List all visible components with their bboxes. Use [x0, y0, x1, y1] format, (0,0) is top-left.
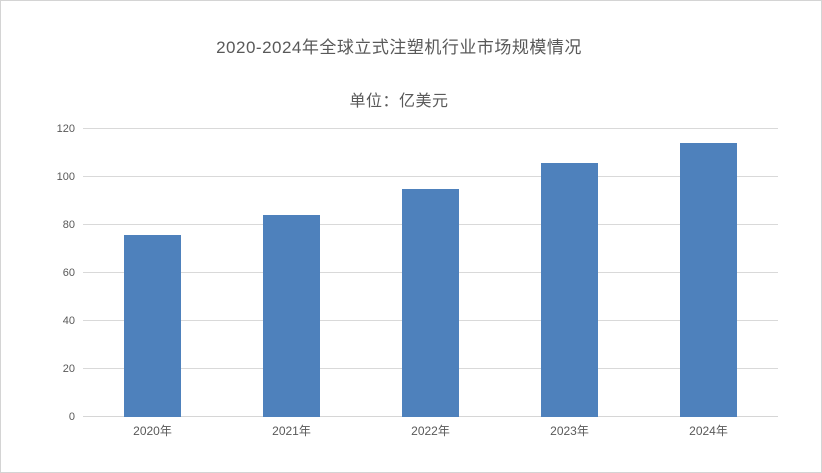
y-axis: 0 20 40 60 80 100 120 [1, 123, 75, 423]
y-tick-label: 100 [56, 171, 75, 183]
chart-unit-label: 单位：亿美元 [349, 93, 449, 110]
bar-2024年 [680, 143, 737, 417]
y-tick-label: 40 [62, 315, 75, 327]
y-tick-label: 80 [62, 219, 75, 231]
bar-2023年 [541, 162, 598, 417]
y-tick-label: 20 [62, 363, 75, 375]
y-tick-label: 120 [56, 123, 75, 135]
x-tick-label: 2024年 [689, 424, 728, 438]
plot-area [83, 128, 778, 417]
bar-2022年 [402, 189, 459, 417]
bar-2020年 [124, 234, 181, 417]
chart-title: 2020-2024年全球立式注塑机行业市场规模情况 [216, 38, 582, 57]
gridline [83, 176, 778, 177]
x-axis: 2020年 2021年 2022年 2023年 2024年 [83, 422, 778, 439]
gridline [83, 128, 778, 129]
bar-2021年 [263, 215, 320, 417]
x-tick-label: 2020年 [133, 424, 172, 438]
x-tick-label: 2022年 [411, 424, 450, 438]
x-tick-label: 2021年 [272, 424, 311, 438]
y-tick-label: 60 [62, 267, 75, 279]
y-tick-label: 0 [68, 411, 75, 423]
x-tick-label: 2023年 [550, 424, 589, 438]
